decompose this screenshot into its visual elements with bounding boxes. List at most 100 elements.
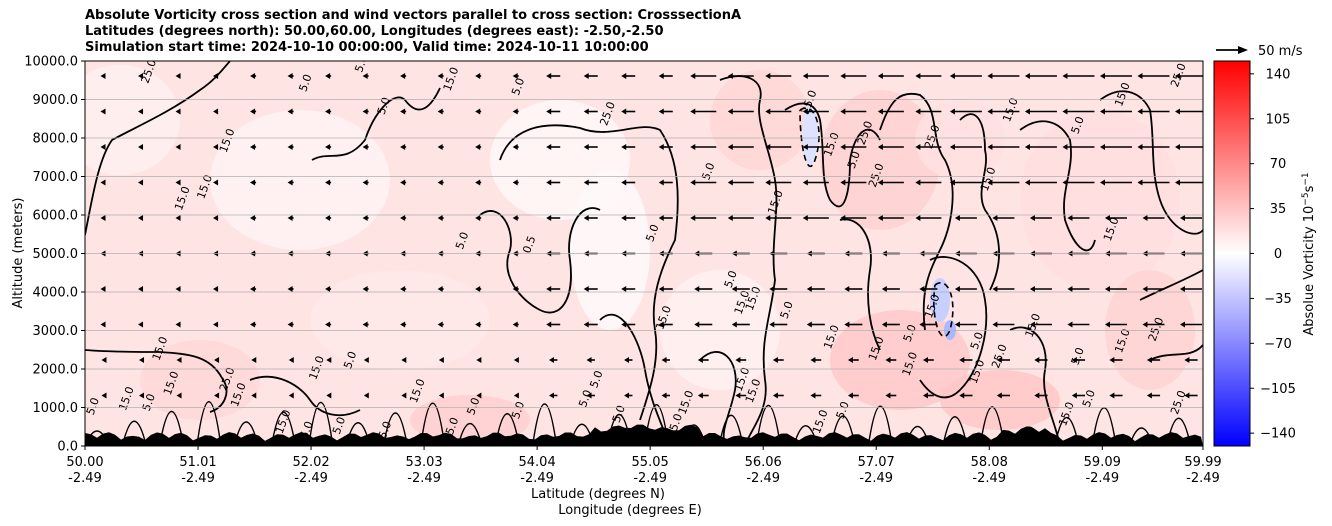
wind-vector xyxy=(476,392,482,399)
contour-line xyxy=(457,423,483,446)
contour-line xyxy=(158,411,185,446)
wind-vector xyxy=(1062,108,1095,115)
wind-vector xyxy=(475,179,482,186)
colorbar-gradient xyxy=(1213,60,1251,447)
wind-vector xyxy=(621,286,636,292)
vorticity-region xyxy=(1020,110,1180,290)
wind-vector xyxy=(513,357,519,363)
wind-vector xyxy=(1024,179,1057,186)
contour-label: 5.0 xyxy=(84,396,102,417)
wind-vector xyxy=(772,357,784,363)
wind-vector xyxy=(213,179,219,186)
wind-vector xyxy=(959,392,973,399)
wind-vector xyxy=(690,215,717,221)
contour-label: 5.0 xyxy=(330,415,348,436)
wind-vector xyxy=(175,215,181,221)
contour-label: 5.0 xyxy=(464,396,482,417)
contour-line xyxy=(643,404,670,446)
wind-vector xyxy=(621,144,636,150)
x-tick-label-lon: -2.49 xyxy=(68,471,102,486)
wind-vector xyxy=(987,179,1020,186)
wind-vector xyxy=(1034,357,1048,363)
contour-line xyxy=(85,349,228,413)
x-tick-label-lon: -2.49 xyxy=(633,471,667,486)
contour-line xyxy=(569,423,595,446)
wind-vector xyxy=(583,321,598,328)
wind-vector xyxy=(1024,108,1057,115)
contour-label: 5.0 xyxy=(845,149,863,170)
wind-vector xyxy=(658,321,673,328)
wind-vector xyxy=(987,108,1020,115)
wind-vector xyxy=(731,321,750,328)
wind-vector xyxy=(437,179,444,186)
wind-vector xyxy=(802,144,829,150)
contour-line xyxy=(233,421,259,446)
contour-line xyxy=(382,412,409,446)
contour-line xyxy=(867,405,893,446)
wind-vector xyxy=(840,108,867,115)
wind-vector xyxy=(1146,392,1161,399)
wind-vector xyxy=(996,392,1011,399)
wind-vector xyxy=(949,179,982,186)
terrain-contour-fill xyxy=(85,424,1203,446)
wind-vector xyxy=(363,392,369,399)
wind-vector xyxy=(512,321,519,328)
wind-vector xyxy=(138,321,144,328)
wind-vector xyxy=(438,392,444,399)
quiver-key-arrowhead xyxy=(1238,46,1248,54)
x-tick-label-lon: -2.49 xyxy=(746,471,780,486)
wind-vector xyxy=(658,215,673,221)
vorticity-region xyxy=(660,270,780,390)
contour-line xyxy=(121,420,147,446)
wind-vector xyxy=(1175,108,1203,115)
wind-vector xyxy=(287,179,294,186)
wind-vector xyxy=(769,321,788,328)
wind-vector xyxy=(549,392,558,399)
wind-vector xyxy=(806,286,825,292)
contour-line xyxy=(904,425,931,446)
wind-vector xyxy=(624,357,633,363)
wind-vector xyxy=(621,215,636,221)
x-tick-label-lon: -2.49 xyxy=(859,471,893,486)
wind-vector xyxy=(287,215,294,221)
wind-vector xyxy=(658,179,673,186)
wind-vector xyxy=(288,392,294,399)
x-tick-label-lat: 55.05 xyxy=(632,455,669,470)
vorticity-region xyxy=(140,340,260,420)
wind-vector xyxy=(765,73,792,79)
wind-vector xyxy=(810,392,822,399)
wind-vector xyxy=(138,108,144,115)
wind-vector xyxy=(362,144,369,150)
x-tick-label-lat: 51.01 xyxy=(179,455,216,470)
wind-vector xyxy=(735,392,747,399)
wind-vector xyxy=(583,215,598,221)
wind-vector xyxy=(512,73,519,79)
wind-vector xyxy=(1180,215,1202,221)
x-tick-label-lat: 56.06 xyxy=(745,455,782,470)
wind-vector xyxy=(877,215,904,221)
wind-vector xyxy=(1104,321,1127,328)
wind-vector xyxy=(1067,215,1090,221)
wind-vector xyxy=(1142,321,1165,328)
wind-vector xyxy=(325,108,332,115)
wind-vector xyxy=(1184,392,1198,399)
wind-vector xyxy=(326,357,332,363)
wind-vector xyxy=(362,179,369,186)
wind-vector xyxy=(810,357,822,363)
contour-line xyxy=(699,351,737,446)
wind-vector xyxy=(727,144,754,150)
wind-vector xyxy=(325,144,332,150)
vorticity-region xyxy=(310,270,490,370)
wind-vector xyxy=(287,73,294,79)
wind-vector xyxy=(512,144,519,150)
wind-vector xyxy=(840,215,867,221)
wind-vector xyxy=(919,321,938,328)
wind-vector xyxy=(325,321,332,328)
wind-vector xyxy=(287,108,294,115)
wind-vector xyxy=(772,392,784,399)
wind-vector xyxy=(996,357,1011,363)
vorticity-region xyxy=(940,370,1060,430)
wind-vector xyxy=(583,73,598,79)
wind-vector xyxy=(100,108,106,115)
